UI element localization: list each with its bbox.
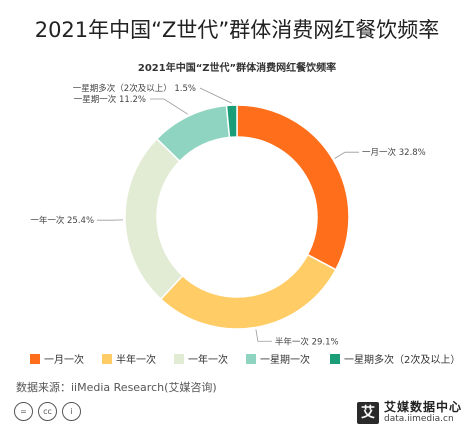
legend-swatch-yearly — [174, 354, 184, 364]
equal-license-icon: = — [14, 402, 33, 421]
slice-label-weekly: 一星期一次 11.2% — [74, 94, 146, 105]
leader-line-weekly-multiple — [199, 87, 232, 104]
brand-mark-icon: 艾 — [356, 401, 379, 424]
brand-logo: 艾 艾媒数据中心 data.iimedia.cn — [356, 400, 462, 424]
attribution-icon: i — [62, 402, 81, 421]
legend-swatch-half-yearly — [102, 354, 112, 364]
leader-line-half-yearly — [255, 329, 272, 342]
leader-line-weekly — [150, 98, 189, 115]
legend-item-weekly: 一星期一次 — [260, 353, 310, 366]
source-note: 数据来源：iiMedia Research(艾媒咨询) — [16, 381, 217, 394]
leader-line-monthly — [334, 151, 360, 159]
slice-label-yearly: 一年一次 25.4% — [30, 215, 94, 226]
slice-label-monthly: 一月一次 32.8% — [362, 147, 426, 158]
slice-yearly — [124, 137, 184, 301]
legend-item-weekly-multiple: 一星期多次（2次及以上） — [344, 353, 460, 366]
cc-license-icon: cc — [38, 402, 57, 421]
slice-label-weekly-multiple: 一星期多次（2次及以上） 1.5% — [73, 83, 196, 94]
chart-title: 2021年中国“Z世代”群体消费网红餐饮频率 — [137, 63, 337, 74]
slice-monthly — [236, 104, 350, 271]
legend-item-yearly: 一年一次 — [188, 353, 228, 366]
legend-item-half-yearly: 半年一次 — [116, 353, 156, 366]
legend-swatch-weekly — [246, 354, 256, 364]
legend-swatch-monthly — [30, 354, 40, 364]
legend-swatch-weekly-multiple — [330, 354, 340, 364]
slice-weekly-multiple — [225, 104, 238, 139]
legend-item-monthly: 一月一次 — [44, 353, 84, 366]
brand-name: 艾媒数据中心 — [383, 400, 462, 414]
brand-url: data.iimedia.cn — [383, 414, 454, 424]
page-title: 2021年中国“Z世代”群体消费网红餐饮频率 — [34, 18, 440, 42]
slice-half-yearly — [159, 253, 337, 330]
slice-label-half-yearly: 半年一次 29.1% — [275, 336, 339, 347]
license-icons: = cc i — [14, 402, 81, 421]
